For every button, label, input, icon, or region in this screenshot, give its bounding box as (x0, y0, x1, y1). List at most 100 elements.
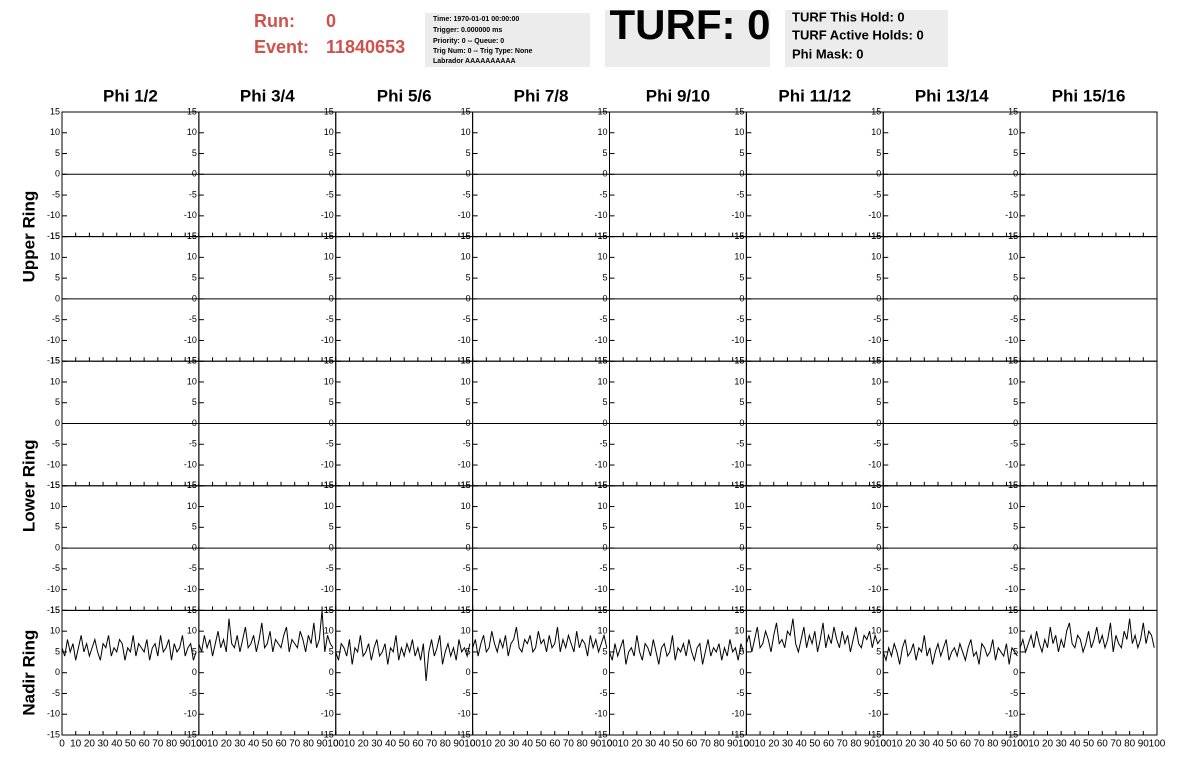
y-tick-label: 10 (734, 501, 744, 511)
x-tick-label: 80 (577, 739, 589, 750)
y-tick-label: -5 (1010, 314, 1018, 324)
y-tick-label: 15 (187, 356, 197, 366)
y-tick-label: 10 (324, 501, 334, 511)
x-tick-label: 100 (875, 739, 892, 750)
y-tick-label: 15 (461, 605, 471, 615)
x-tick-label: 10 (618, 739, 630, 750)
y-tick-label: 0 (329, 542, 334, 552)
y-tick-label: 5 (55, 273, 60, 283)
y-tick-label: -15 (594, 729, 607, 739)
column-title: Phi 11/12 (778, 86, 851, 105)
y-tick-label: 0 (466, 293, 471, 303)
y-tick-label: 10 (1008, 252, 1018, 262)
y-tick-label: 10 (734, 252, 744, 262)
y-tick-label: 5 (602, 273, 607, 283)
y-tick-label: 0 (739, 418, 744, 428)
y-tick-label: 15 (187, 231, 197, 241)
y-tick-label: -10 (184, 210, 197, 220)
y-tick-label: 5 (739, 148, 744, 158)
y-tick-label: 15 (324, 106, 334, 116)
x-tick-label: 10 (70, 739, 82, 750)
x-tick-label: 40 (796, 739, 808, 750)
y-tick-label: 15 (871, 605, 881, 615)
y-tick-label: 5 (192, 522, 197, 532)
x-tick-label: 50 (1083, 739, 1095, 750)
y-tick-label: 0 (329, 169, 334, 179)
x-tick-label: 50 (536, 739, 548, 750)
y-tick-label: 0 (329, 667, 334, 677)
y-tick-label: -10 (594, 709, 607, 719)
x-tick-label: 60 (139, 739, 151, 750)
x-tick-label: 0 (880, 739, 886, 750)
y-tick-label: 5 (739, 522, 744, 532)
y-tick-label: -5 (326, 314, 334, 324)
x-tick-label: 90 (1138, 739, 1150, 750)
y-tick-label: 0 (739, 667, 744, 677)
y-tick-label: -10 (184, 459, 197, 469)
ring-label: Nadir Ring (19, 630, 38, 716)
y-tick-label: -15 (321, 480, 334, 490)
y-tick-label: -5 (1010, 439, 1018, 449)
x-tick-label: 30 (371, 739, 383, 750)
y-tick-label: -5 (52, 189, 60, 199)
y-tick-label: 15 (597, 106, 607, 116)
x-tick-label: 40 (111, 739, 123, 750)
x-tick-label: 20 (905, 739, 917, 750)
event-number: 11840653 (326, 37, 405, 57)
y-tick-label: -15 (1005, 605, 1018, 615)
y-tick-label: 5 (739, 646, 744, 656)
y-tick-label: -15 (321, 605, 334, 615)
x-tick-label: 40 (248, 739, 260, 750)
y-tick-label: -10 (458, 459, 471, 469)
y-tick-label: 0 (55, 293, 60, 303)
y-tick-label: -10 (458, 584, 471, 594)
y-tick-label: -10 (868, 709, 881, 719)
y-tick-label: -10 (1005, 584, 1018, 594)
y-tick-label: 5 (1013, 273, 1018, 283)
x-tick-label: 80 (987, 739, 999, 750)
y-tick-label: 10 (871, 501, 881, 511)
x-tick-label: 70 (563, 739, 575, 750)
y-tick-label: 5 (602, 397, 607, 407)
y-tick-label: -10 (458, 709, 471, 719)
y-tick-label: -15 (184, 480, 197, 490)
y-tick-label: 15 (461, 480, 471, 490)
x-tick-label: 0 (333, 739, 339, 750)
x-tick-label: 30 (1056, 739, 1068, 750)
y-tick-label: -5 (52, 563, 60, 573)
x-tick-label: 0 (196, 739, 202, 750)
y-tick-label: 5 (329, 522, 334, 532)
y-tick-label: 0 (192, 293, 197, 303)
x-tick-label: 40 (1069, 739, 1081, 750)
y-tick-label: 15 (50, 480, 60, 490)
y-tick-label: -5 (736, 563, 744, 573)
y-tick-label: -5 (1010, 563, 1018, 573)
waveform (198, 610, 334, 657)
y-tick-label: 15 (1008, 605, 1018, 615)
panel-frame (198, 609, 337, 736)
x-tick-label: 80 (440, 739, 452, 750)
y-tick-label: -15 (594, 605, 607, 615)
y-tick-label: 0 (55, 418, 60, 428)
y-tick-label: -10 (594, 584, 607, 594)
y-tick-label: 15 (871, 480, 881, 490)
y-tick-label: 5 (192, 646, 197, 656)
waveform (335, 635, 471, 682)
x-tick-label: 20 (221, 739, 233, 750)
y-tick-label: 10 (187, 376, 197, 386)
y-tick-label: 0 (55, 667, 60, 677)
x-tick-label: 30 (919, 739, 931, 750)
y-tick-label: -15 (1005, 231, 1018, 241)
x-tick-label: 40 (385, 739, 397, 750)
y-tick-label: 0 (192, 542, 197, 552)
y-tick-label: -5 (189, 314, 197, 324)
y-tick-label: 5 (55, 522, 60, 532)
y-tick-label: -10 (594, 335, 607, 345)
y-tick-label: 10 (461, 252, 471, 262)
y-tick-label: 0 (466, 169, 471, 179)
y-tick-label: -5 (463, 189, 471, 199)
y-tick-label: -5 (599, 189, 607, 199)
y-tick-label: -5 (189, 563, 197, 573)
y-tick-label: -10 (1005, 210, 1018, 220)
y-tick-label: 15 (187, 480, 197, 490)
